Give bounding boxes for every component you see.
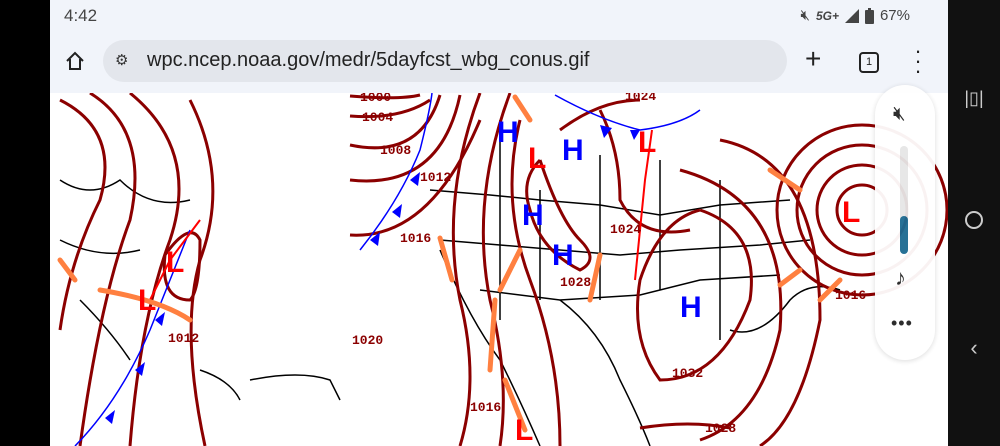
low-center: L	[638, 126, 656, 159]
browser-screen: 4:42 🔇︎ 5G+ 67% ⚙︎ wpc.ncep.noaa.gov/med…	[50, 0, 948, 446]
pressure-label: 1000	[360, 93, 391, 105]
pressure-label: 1032	[672, 366, 703, 381]
volume-slider-fill	[900, 216, 908, 254]
cold-fronts	[74, 93, 701, 446]
battery-level: 67%	[879, 7, 910, 24]
new-tab-button[interactable]: +	[805, 43, 822, 74]
front-barbs	[105, 125, 640, 424]
back-icon[interactable]: ‹	[970, 335, 978, 360]
url-text[interactable]: wpc.ncep.noaa.gov/medr/5dayfcst_wbg_conu…	[147, 49, 590, 71]
high-pressure-centers: H H H H H	[497, 116, 702, 324]
pressure-label: 1028	[560, 275, 591, 290]
high-center: H	[522, 199, 544, 232]
pressure-label: 1020	[352, 333, 383, 348]
weather-map-image: 1000 1004 1008 1012 1016 1028 1024 1024 …	[57, 93, 948, 446]
pressure-label: 1024	[625, 93, 656, 104]
warm-fronts	[149, 129, 653, 301]
left-screen-edge	[0, 0, 50, 446]
mute-icon: 🔇︎	[800, 7, 810, 24]
troughs	[57, 94, 843, 433]
battery-icon	[864, 7, 874, 24]
volume-panel: 🔇︎ ♪ •••	[875, 85, 935, 360]
low-center: L	[842, 196, 860, 229]
recents-icon[interactable]: |▯|	[964, 88, 984, 108]
high-center: H	[562, 134, 584, 167]
isobars	[58, 93, 948, 446]
pressure-label: 1016	[835, 288, 866, 303]
low-center: L	[138, 284, 156, 317]
high-center: H	[497, 116, 519, 149]
pressure-labels: 1000 1004 1008 1012 1016 1028 1024 1024 …	[168, 93, 866, 436]
pressure-label: 1008	[380, 143, 411, 158]
high-center: H	[552, 239, 574, 272]
signal-icon	[844, 8, 859, 23]
low-center: L	[166, 246, 184, 279]
navigation-bar: |▯| ‹	[948, 0, 1000, 446]
volume-slider[interactable]	[900, 146, 908, 254]
clock: 4:42	[64, 6, 98, 25]
network-type: 5G+	[815, 8, 839, 23]
home-icon[interactable]	[64, 50, 86, 72]
low-center: L	[515, 414, 533, 446]
low-pressure-centers: L L L L L L	[138, 126, 860, 446]
site-settings-icon[interactable]: ⚙︎	[115, 52, 129, 69]
pressure-label: 1024	[610, 222, 641, 237]
more-menu-button[interactable]: · · ·	[914, 38, 922, 83]
pressure-label: 1028	[705, 421, 736, 436]
home-icon[interactable]	[948, 210, 1000, 235]
pressure-label: 1012	[420, 170, 451, 185]
status-bar: 4:42 🔇︎ 5G+ 67%	[50, 0, 948, 32]
address-bar[interactable]: ⚙︎ wpc.ncep.noaa.gov/medr/5dayfcst_wbg_c…	[103, 40, 787, 82]
more-icon[interactable]: •••	[891, 313, 913, 333]
high-center: H	[680, 291, 702, 324]
low-center: L	[528, 142, 546, 175]
tab-switcher-button[interactable]: 1	[859, 52, 879, 73]
pressure-label: 1004	[362, 110, 393, 125]
pressure-label: 1016	[470, 400, 501, 415]
music-note-icon[interactable]: ♪	[895, 265, 906, 290]
browser-toolbar: ⚙︎ wpc.ncep.noaa.gov/medr/5dayfcst_wbg_c…	[50, 32, 948, 93]
mute-icon[interactable]: 🔇︎	[893, 103, 906, 125]
pressure-label: 1012	[168, 331, 199, 346]
pressure-label: 1016	[400, 231, 431, 246]
status-icons: 🔇︎ 5G+ 67%	[801, 7, 911, 24]
